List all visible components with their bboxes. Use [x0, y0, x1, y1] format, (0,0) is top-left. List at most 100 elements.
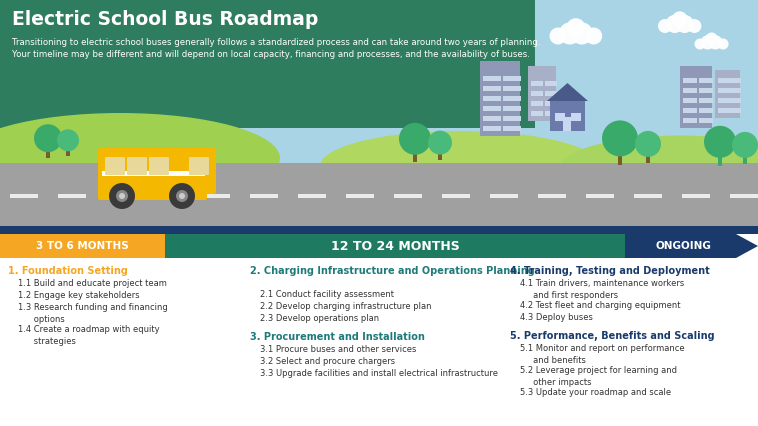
Bar — [718, 153, 722, 166]
Text: 5.3 Update your roadmap and scale: 5.3 Update your roadmap and scale — [520, 388, 671, 397]
Circle shape — [169, 183, 195, 209]
Bar — [699, 108, 713, 113]
Bar — [483, 126, 501, 131]
Circle shape — [718, 38, 728, 49]
Bar — [683, 98, 697, 103]
Circle shape — [109, 183, 135, 209]
Circle shape — [34, 124, 62, 152]
Bar — [442, 193, 470, 198]
Circle shape — [550, 28, 566, 44]
Circle shape — [706, 32, 718, 45]
Circle shape — [700, 35, 715, 49]
Text: 2.2 Develop charging infrastructure plan: 2.2 Develop charging infrastructure plan — [260, 302, 431, 311]
Bar — [10, 193, 38, 198]
Bar — [699, 118, 713, 123]
Text: 2. Charging Infrastructure and Operations Planning: 2. Charging Infrastructure and Operation… — [250, 266, 534, 276]
Bar — [165, 234, 625, 258]
FancyBboxPatch shape — [127, 157, 147, 175]
Circle shape — [602, 121, 638, 156]
Text: 1. Foundation Setting: 1. Foundation Setting — [8, 266, 128, 276]
Text: Electric School Bus Roadmap: Electric School Bus Roadmap — [12, 10, 318, 29]
Bar — [0, 226, 758, 234]
Circle shape — [666, 15, 684, 33]
Bar — [250, 193, 278, 198]
Bar — [0, 163, 758, 228]
Bar — [718, 108, 741, 113]
Circle shape — [566, 18, 585, 37]
Bar — [46, 148, 50, 158]
Text: 5.2 Leverage project for learning and
     other impacts: 5.2 Leverage project for learning and ot… — [520, 366, 677, 387]
Circle shape — [708, 35, 722, 49]
Bar — [102, 171, 205, 176]
Bar — [106, 193, 134, 198]
Text: 12 TO 24 MONTHS: 12 TO 24 MONTHS — [330, 239, 459, 253]
FancyBboxPatch shape — [186, 148, 216, 194]
Bar — [683, 88, 697, 93]
Bar — [0, 258, 758, 426]
Text: 5. Performance, Benefits and Scaling: 5. Performance, Benefits and Scaling — [510, 331, 715, 341]
Bar — [346, 193, 374, 198]
Circle shape — [694, 38, 706, 49]
Bar — [531, 81, 543, 86]
Bar — [563, 117, 571, 131]
Polygon shape — [625, 234, 758, 258]
Bar — [718, 88, 741, 93]
Circle shape — [635, 131, 661, 157]
Text: 3.2 Select and procure chargers: 3.2 Select and procure chargers — [260, 357, 395, 366]
Bar — [743, 154, 747, 164]
Bar — [66, 148, 70, 156]
Bar — [483, 116, 501, 121]
Bar — [503, 96, 521, 101]
Bar — [202, 193, 230, 198]
FancyBboxPatch shape — [98, 148, 207, 200]
Bar — [531, 111, 543, 116]
Text: 4.3 Deploy buses: 4.3 Deploy buses — [520, 313, 593, 322]
FancyBboxPatch shape — [149, 157, 169, 175]
Bar — [634, 193, 662, 198]
Bar — [586, 193, 614, 198]
Circle shape — [116, 190, 128, 202]
Text: 1.2 Engage key stakeholders: 1.2 Engage key stakeholders — [18, 291, 139, 300]
Bar — [718, 98, 741, 103]
Text: Transitioning to electric school buses generally follows a standardized process : Transitioning to electric school buses g… — [12, 38, 540, 47]
Bar — [503, 86, 521, 91]
Bar — [618, 151, 622, 165]
Text: 1.4 Create a roadmap with equity
      strategies: 1.4 Create a roadmap with equity strateg… — [18, 325, 160, 346]
Bar — [683, 108, 697, 113]
Circle shape — [585, 28, 602, 44]
Bar — [699, 88, 713, 93]
Bar — [394, 193, 422, 198]
Bar — [0, 166, 758, 228]
Bar — [483, 96, 501, 101]
Ellipse shape — [320, 131, 600, 201]
Bar — [0, 128, 758, 228]
Bar — [718, 78, 741, 83]
Bar — [555, 113, 565, 121]
Text: 5.1 Monitor and report on performance
     and benefits: 5.1 Monitor and report on performance an… — [520, 344, 684, 365]
Bar — [715, 70, 740, 118]
Ellipse shape — [0, 113, 280, 203]
Circle shape — [732, 132, 758, 158]
Bar — [503, 76, 521, 81]
Bar — [571, 113, 581, 121]
Bar — [503, 116, 521, 121]
Text: ONGOING: ONGOING — [656, 241, 712, 251]
Text: 3. Procurement and Installation: 3. Procurement and Installation — [250, 332, 425, 342]
Bar — [483, 86, 501, 91]
Circle shape — [571, 23, 593, 44]
Bar — [483, 106, 501, 111]
Polygon shape — [547, 83, 588, 101]
Circle shape — [57, 130, 79, 151]
Circle shape — [428, 131, 452, 155]
Bar — [683, 118, 697, 123]
Circle shape — [179, 193, 185, 199]
Bar — [58, 193, 86, 198]
Bar — [490, 193, 518, 198]
Bar — [0, 0, 535, 128]
Text: 4.1 Train drivers, maintenance workers
     and first responders: 4.1 Train drivers, maintenance workers a… — [520, 279, 684, 300]
Bar — [550, 101, 585, 131]
Text: 3 TO 6 MONTHS: 3 TO 6 MONTHS — [36, 241, 129, 251]
Bar — [528, 66, 556, 121]
Bar — [538, 193, 566, 198]
Bar — [683, 78, 697, 83]
